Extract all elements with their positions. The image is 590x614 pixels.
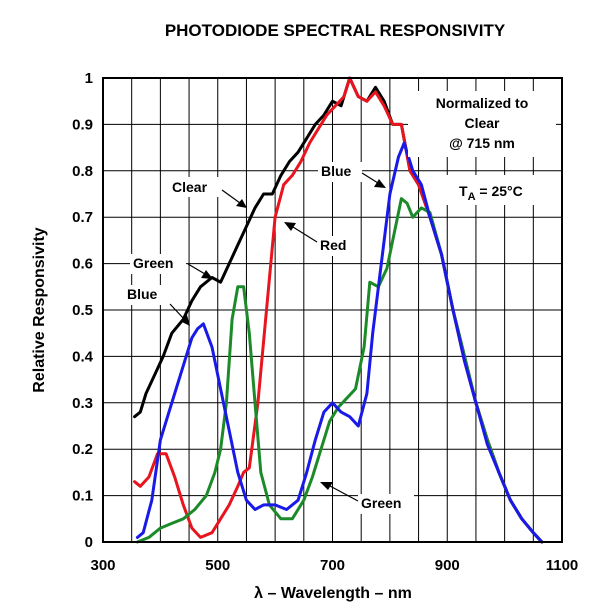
arrow-red <box>292 226 318 243</box>
normalized-note-line-2: Clear <box>464 115 500 131</box>
y-tick-label: 0.1 <box>72 488 93 505</box>
label-bg-red <box>316 236 354 256</box>
x-tick-label: 700 <box>320 557 345 574</box>
y-tick-label: 0.5 <box>72 302 93 319</box>
label-blue-left: Blue <box>127 286 158 302</box>
label-bg-green-lower <box>358 494 414 514</box>
x-axis-label: λ – Wavelength – nm <box>254 585 412 602</box>
temperature-value: = 25°C <box>476 183 523 199</box>
arrowhead-red <box>284 222 296 231</box>
arrow-clear <box>221 189 241 204</box>
arrow-green-upper <box>187 263 206 275</box>
temperature-subscript: A <box>468 191 476 203</box>
y-tick-label: 0.3 <box>72 395 93 412</box>
arrow-green-lower <box>329 485 359 502</box>
arrowhead-green-upper <box>201 270 213 279</box>
normalized-note-line-1: Normalized to <box>436 95 529 111</box>
x-tick-label: 500 <box>205 557 230 574</box>
curves <box>133 76 544 544</box>
x-tick-label: 900 <box>435 557 460 574</box>
arrowhead-clear <box>236 199 247 208</box>
note-background <box>408 91 556 157</box>
series-line-blue <box>135 141 544 544</box>
label-green-lower: Green <box>361 495 401 511</box>
y-tick-label: 0.2 <box>72 441 93 458</box>
label-bg-green-upper <box>130 254 186 274</box>
arrowhead-green-lower <box>320 482 333 490</box>
y-tick-label: 0.7 <box>72 209 93 226</box>
x-tick-label: 300 <box>90 557 115 574</box>
y-tick-label: 0.8 <box>72 163 93 180</box>
label-blue-right: Blue <box>321 163 352 179</box>
normalized-note-line-3: @ 715 nm <box>449 135 515 151</box>
label-bg-clear <box>169 177 219 197</box>
ticks: 300 500 700 900 1100 0 0.1 0.2 0.3 0.4 0.5 0.6 0.7 0.… <box>72 70 578 574</box>
y-axis-label: Relative Responsivity <box>31 227 48 393</box>
y-tick-label: 1 <box>85 70 93 87</box>
arrowhead-blue-right <box>374 179 386 188</box>
temperature-symbol: T <box>459 183 468 199</box>
y-tick-label: 0.4 <box>72 348 94 365</box>
temp-background <box>446 175 554 205</box>
x-tick-label: 1100 <box>546 557 579 574</box>
y-tick-label: 0.6 <box>72 256 93 273</box>
label-clear: Clear <box>172 179 208 195</box>
label-bg-blue-left <box>124 285 170 305</box>
plot-frame <box>102 77 563 543</box>
arrow-blue-right <box>361 172 379 184</box>
arrow-blue-left <box>169 303 185 320</box>
label-bg-blue-right <box>318 162 362 182</box>
arrowhead-blue-left <box>180 315 190 326</box>
label-red: Red <box>320 237 346 253</box>
temperature-note: TA = 25°C <box>459 183 523 203</box>
y-tick-label: 0.9 <box>72 116 93 133</box>
chart-title: PHOTODIODE SPECTRAL RESPONSIVITY <box>165 21 506 40</box>
y-tick-label: 0 <box>85 534 93 551</box>
label-green-upper: Green <box>133 255 173 271</box>
